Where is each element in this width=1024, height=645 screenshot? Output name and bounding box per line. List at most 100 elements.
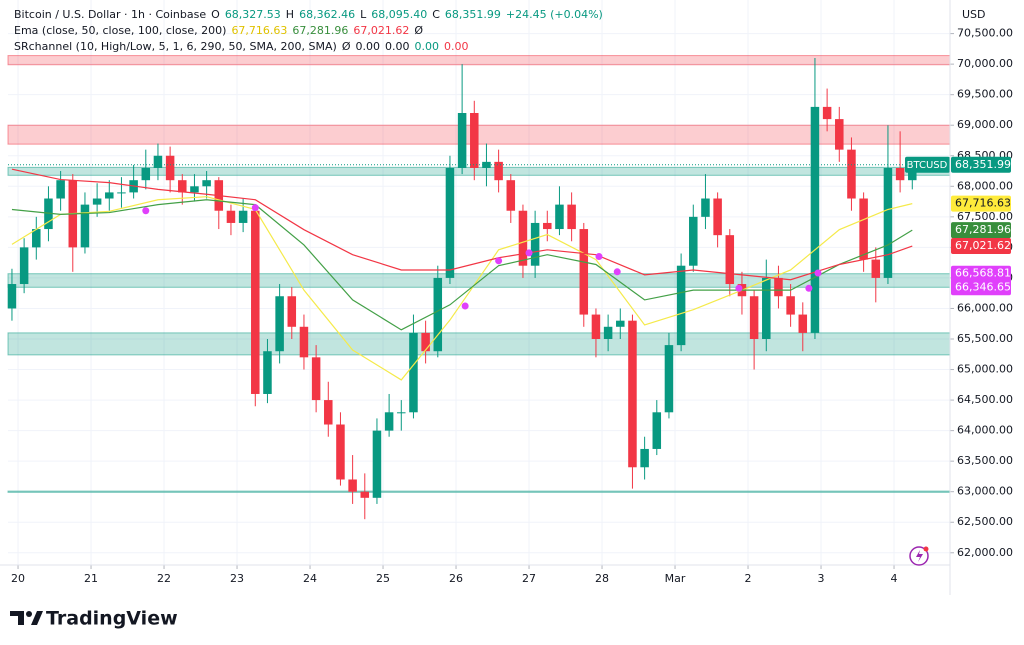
y-tick-label: 68,000.00	[957, 179, 1013, 192]
y-tick-label: 64,500.00	[957, 393, 1013, 406]
candle-body	[494, 161, 503, 181]
sr-zone	[7, 490, 951, 493]
cross-marker	[251, 204, 259, 212]
price-label: 67,281.96	[955, 223, 1011, 236]
candle-body	[883, 167, 893, 278]
candle-body	[384, 412, 394, 431]
candle-body	[433, 277, 443, 352]
price-box	[951, 195, 1011, 212]
symbol-box	[905, 156, 950, 173]
legend-row: Bitcoin / U.S. Dollar · 1h · Coinbase O 68…	[14, 8, 603, 21]
legend-text: SRchannel (10, High/Low, 5, 1, 6, 290, 5…	[14, 40, 337, 53]
candle-body	[263, 351, 272, 394]
logo-mark	[31, 611, 43, 625]
candle-body	[470, 113, 479, 168]
candle-body	[530, 222, 540, 266]
candle-body	[798, 314, 808, 333]
logo-mark	[26, 611, 32, 617]
sr-zone	[7, 124, 951, 145]
price-label: 67,021.62	[955, 239, 1011, 252]
alert-icon[interactable]	[909, 546, 929, 566]
candle-body	[810, 106, 820, 333]
price-box	[951, 156, 1011, 173]
legend-text: Bitcoin / U.S. Dollar · 1h · Coinbase	[14, 8, 207, 21]
price-box	[951, 238, 1011, 255]
legend-row: SRchannel (10, High/Low, 5, 1, 6, 290, 5…	[14, 40, 468, 53]
legend-text: L	[360, 8, 367, 21]
y-tick-label: 62,000.00	[957, 546, 1013, 559]
price-box	[951, 222, 1011, 239]
candle-body	[178, 180, 187, 193]
candle-body	[689, 216, 698, 266]
candle-body	[543, 222, 552, 230]
zone-layer	[7, 55, 951, 493]
candle-body	[701, 198, 710, 217]
sr-zone	[7, 332, 951, 356]
legend-text: +24.45 (+0.04%)	[505, 8, 603, 21]
cross-marker	[735, 284, 743, 292]
candle-body	[774, 277, 783, 297]
candle-body	[628, 320, 637, 468]
candle-body	[555, 204, 564, 230]
candle-body	[19, 247, 29, 285]
axis-layer: 62,000.00 62,500.00 63,000.00 63,500.00 64,0…	[8, 27, 1013, 585]
candle-body	[616, 320, 625, 327]
candle-body	[32, 229, 41, 248]
legend-text: 0.00	[384, 40, 410, 53]
legend-text: 67,716.63	[231, 24, 288, 37]
legend-text: 68,327.53	[224, 8, 281, 21]
x-tick-label: 20	[11, 572, 25, 585]
currency: USD	[962, 8, 986, 21]
candle-body	[275, 296, 284, 352]
cross-marker	[461, 302, 469, 310]
candle-body	[895, 167, 905, 181]
candle-body	[153, 155, 163, 168]
candle-body	[445, 167, 455, 278]
candle-body	[518, 210, 528, 266]
legend-text: 67,281.96	[292, 24, 349, 37]
candle-body	[299, 326, 309, 358]
candle-body	[457, 113, 467, 168]
legend-text: Ø	[414, 24, 424, 37]
y-tick-label: 70,000.00	[957, 57, 1013, 70]
candle-body	[117, 192, 126, 194]
candle-body	[421, 332, 430, 352]
cross-marker	[525, 249, 533, 257]
x-tick-label: 2	[745, 572, 752, 585]
legend-text: 0.00	[414, 40, 439, 53]
candle-body	[640, 448, 649, 468]
ema-line	[11, 199, 913, 331]
candle-body	[190, 186, 199, 193]
sr-zone	[7, 55, 951, 66]
grid-layer	[8, 0, 950, 565]
y-tick-label: 66,000.00	[957, 301, 1013, 314]
y-tick-label: 65,500.00	[957, 332, 1013, 345]
candle-body	[603, 326, 613, 339]
candle-body	[92, 198, 102, 205]
y-tick-label: 69,500.00	[957, 88, 1013, 101]
icon-ring	[909, 546, 929, 566]
y-tick-label: 63,500.00	[957, 454, 1013, 467]
legend-text: 67,021.62	[353, 24, 410, 37]
cross-marker	[613, 268, 621, 276]
y-tick-label: 69,000.00	[957, 118, 1013, 131]
candle-body	[324, 400, 333, 425]
legend-text: 0.00	[443, 40, 469, 53]
candle-body	[165, 155, 175, 181]
mark-layer	[7, 58, 917, 520]
candle-body	[238, 210, 248, 223]
y-tick-label: 70,500.00	[957, 27, 1013, 40]
cross-marker	[805, 284, 813, 292]
candle-body	[835, 119, 844, 150]
cross-marker	[814, 269, 822, 277]
x-tick-label: 25	[376, 572, 390, 585]
legend-text: C	[432, 8, 440, 21]
logo-mark	[10, 611, 24, 625]
cross-marker	[495, 257, 503, 265]
candle-body	[251, 210, 260, 394]
candle-body	[482, 161, 491, 168]
candle-body	[105, 192, 114, 199]
legend-text: 68,095.40	[371, 8, 428, 21]
candle-body	[664, 345, 674, 413]
